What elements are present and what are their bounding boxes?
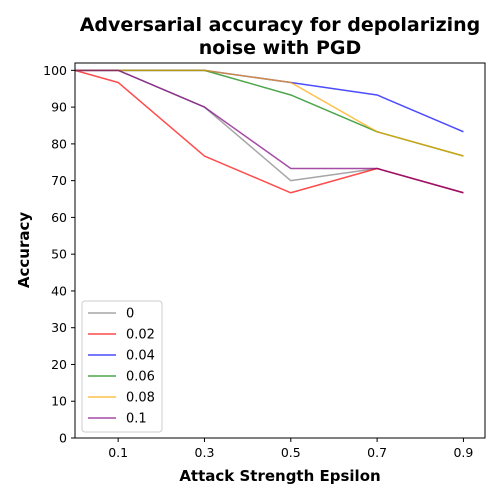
legend: 0 0.02 0.04 0.06 0.08 0.1 bbox=[81, 300, 163, 433]
y-tick-label: 70 bbox=[51, 173, 67, 188]
x-axis-ticks: 0.1 0.3 0.5 0.7 0.9 bbox=[108, 438, 473, 460]
y-tick-label: 50 bbox=[51, 247, 67, 262]
y-tick-label: 0 bbox=[59, 431, 67, 446]
series-line-0.06 bbox=[75, 69, 464, 157]
y-tick-label: 90 bbox=[51, 100, 67, 115]
series-layer bbox=[74, 69, 464, 194]
chart-title-line-2: noise with PGD bbox=[199, 37, 361, 59]
legend-label: 0.1 bbox=[126, 412, 147, 427]
x-tick-label: 0.5 bbox=[281, 445, 301, 460]
y-tick-label: 40 bbox=[51, 283, 67, 298]
x-tick-label: 0.7 bbox=[367, 445, 387, 460]
y-axis-ticks: 0 10 20 30 40 50 60 70 80 90 100 bbox=[43, 63, 75, 446]
y-tick-label: 60 bbox=[51, 210, 67, 225]
legend-label: 0.08 bbox=[126, 391, 155, 406]
chart-title-line-1: Adversarial accuracy for depolarizing bbox=[80, 14, 481, 36]
y-tick-label: 80 bbox=[51, 136, 67, 151]
legend-box bbox=[81, 300, 163, 433]
legend-label: 0.04 bbox=[126, 349, 155, 364]
y-tick-label: 20 bbox=[51, 357, 67, 372]
legend-label: 0.02 bbox=[126, 328, 155, 343]
legend-label: 0.06 bbox=[126, 370, 155, 385]
x-tick-label: 0.3 bbox=[195, 445, 215, 460]
y-tick-label: 100 bbox=[43, 63, 67, 78]
y-tick-label: 10 bbox=[51, 394, 67, 409]
series-line-0.08 bbox=[75, 69, 464, 157]
x-axis-label: Attack Strength Epsilon bbox=[179, 467, 380, 485]
x-tick-label: 0.1 bbox=[108, 445, 128, 460]
series-line-0.1 bbox=[75, 69, 464, 194]
x-tick-label: 0.9 bbox=[453, 445, 473, 460]
y-tick-label: 30 bbox=[51, 320, 67, 335]
y-axis-label: Accuracy bbox=[15, 212, 33, 288]
legend-label: 0 bbox=[126, 307, 134, 322]
plot-frame bbox=[74, 62, 486, 439]
